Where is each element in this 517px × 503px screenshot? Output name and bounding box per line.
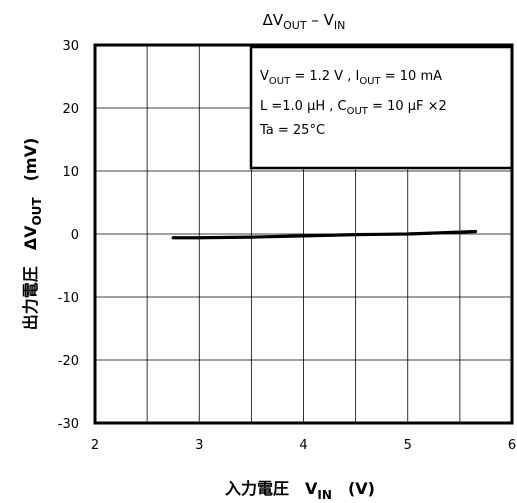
annotation-line-2: L =1.0 μH , COUT = 10 μF ×2 xyxy=(260,99,447,117)
y-tick-labels: 30 20 10 0 -10 -20 -30 xyxy=(58,39,79,432)
x-tick-label: 2 xyxy=(91,438,99,453)
x-tick-labels: 2 3 4 5 6 xyxy=(91,438,516,453)
x-tick-label: 4 xyxy=(299,438,307,453)
y-tick-label: 0 xyxy=(71,228,79,243)
annotation-box: VOUT = 1.2 V , IOUT = 10 mA L =1.0 μH , … xyxy=(249,45,514,170)
y-tick-label: 10 xyxy=(62,165,79,180)
y-tick-label: -10 xyxy=(58,291,79,306)
x-tick-label: 3 xyxy=(195,438,203,453)
x-axis-label: 入力電圧 VIN (V) xyxy=(225,479,375,502)
y-tick-label: 30 xyxy=(62,39,79,54)
y-tick-label: 20 xyxy=(62,102,79,117)
annotation-box-frame xyxy=(249,45,514,170)
annotation-line-1: VOUT = 1.2 V , IOUT = 10 mA xyxy=(260,69,442,87)
x-tick-label: 6 xyxy=(508,438,516,453)
y-tick-label: -20 xyxy=(58,354,79,369)
series-line xyxy=(171,229,478,240)
y-tick-label: -30 xyxy=(58,417,79,432)
series-layer xyxy=(171,229,478,240)
plot-frame xyxy=(93,43,514,425)
annotation-line-3: Ta = 25°C xyxy=(259,123,325,138)
chart-title: ΔVOUT – VIN xyxy=(263,11,346,32)
y-axis-label: 出力電圧 ΔVOUT (mV) xyxy=(21,138,44,331)
x-tick-label: 5 xyxy=(404,438,412,453)
